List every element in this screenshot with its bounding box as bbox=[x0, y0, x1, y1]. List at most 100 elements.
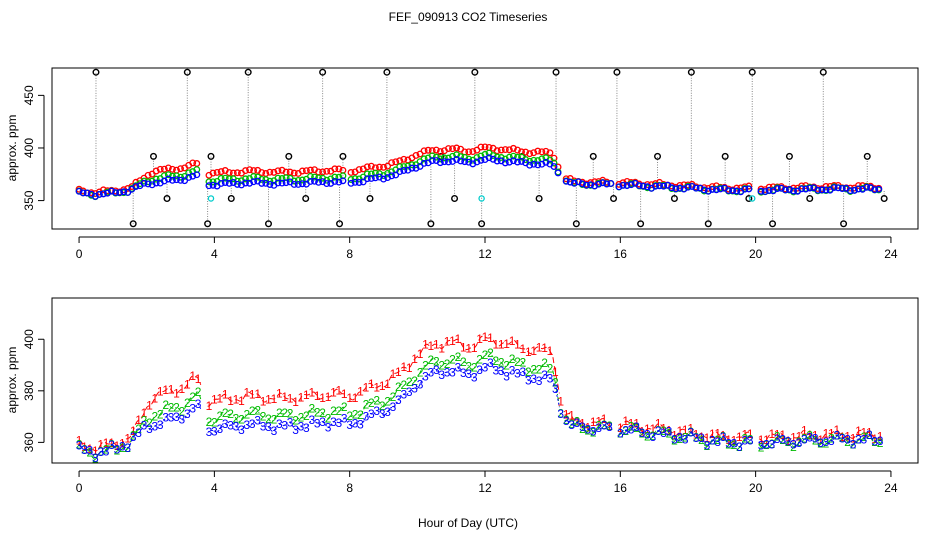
series-1-point: 1 bbox=[406, 361, 413, 375]
series-1-point: 1 bbox=[238, 394, 245, 408]
series-3-point: 3 bbox=[731, 436, 738, 450]
series-1-point: 1 bbox=[514, 337, 521, 351]
series-1-point: 1 bbox=[833, 423, 840, 437]
series-1-point bbox=[213, 168, 221, 176]
series-2-point: 2 bbox=[677, 432, 684, 446]
series-3-point bbox=[591, 182, 599, 190]
series-2-point: 2 bbox=[411, 374, 418, 388]
series-1-point: 1 bbox=[319, 391, 326, 405]
series-1-point: 1 bbox=[595, 415, 602, 429]
series-1-point: 1 bbox=[373, 381, 380, 395]
series-3-point: 3 bbox=[233, 419, 240, 433]
outlier-point bbox=[207, 152, 215, 160]
series-3-point: 3 bbox=[530, 372, 537, 386]
series-3-point bbox=[120, 188, 128, 196]
series-3-point: 3 bbox=[168, 411, 175, 425]
series-2-point bbox=[331, 173, 339, 181]
series-1-point bbox=[164, 164, 172, 172]
outlier-point bbox=[319, 68, 327, 76]
series-1-point: 1 bbox=[704, 431, 711, 445]
series-3-point bbox=[384, 174, 392, 182]
series-3-point bbox=[676, 184, 684, 192]
series-3-point bbox=[99, 190, 107, 198]
series-1-point: 1 bbox=[758, 433, 765, 447]
series-1-point: 1 bbox=[379, 379, 386, 393]
series-2-point: 2 bbox=[422, 358, 429, 372]
y-tick-label: 380 bbox=[22, 380, 36, 400]
x-tick-label: 8 bbox=[346, 247, 353, 261]
series-3-point bbox=[725, 187, 733, 194]
series-3-point: 3 bbox=[785, 434, 792, 448]
series-2-point: 2 bbox=[747, 433, 754, 447]
series-3-point: 3 bbox=[639, 426, 646, 440]
series-1-point bbox=[270, 168, 278, 176]
series-1-point bbox=[189, 159, 197, 167]
series-2-point bbox=[420, 155, 428, 163]
series-1-point bbox=[156, 165, 164, 173]
series-1-point: 1 bbox=[97, 438, 104, 452]
series-3-point bbox=[802, 185, 810, 193]
outlier-point bbox=[785, 152, 793, 160]
series-2-point: 2 bbox=[541, 356, 548, 370]
series-2-point: 2 bbox=[460, 355, 467, 369]
series-3-point: 3 bbox=[76, 438, 83, 452]
series-1-point bbox=[160, 165, 168, 173]
series-1-point bbox=[91, 190, 99, 198]
outlier-point bbox=[721, 152, 729, 160]
series-3-point bbox=[477, 156, 485, 164]
series-2-point bbox=[363, 170, 371, 178]
series-3-point: 3 bbox=[839, 432, 846, 446]
series-1-point: 1 bbox=[244, 386, 251, 400]
series-3-line bbox=[349, 362, 560, 427]
series-1-point bbox=[453, 144, 461, 152]
series-1-point: 1 bbox=[173, 387, 180, 401]
series-2-point bbox=[396, 163, 404, 171]
series-3-point: 3 bbox=[179, 413, 186, 427]
series-3-point bbox=[518, 157, 525, 165]
series-3-point bbox=[473, 158, 481, 166]
series-1-point: 1 bbox=[633, 417, 640, 431]
series-1-point: 1 bbox=[574, 414, 581, 428]
series-2-point: 2 bbox=[76, 438, 83, 452]
series-1-point: 1 bbox=[601, 412, 608, 426]
series-1-point: 1 bbox=[844, 430, 851, 444]
outlier-point bbox=[427, 220, 435, 228]
series-2-point bbox=[221, 174, 229, 182]
series-1-point: 1 bbox=[725, 433, 732, 447]
series-3-point bbox=[542, 158, 550, 166]
series-2-point: 2 bbox=[162, 398, 169, 412]
series-1-point: 1 bbox=[649, 422, 656, 436]
series-3-point: 3 bbox=[103, 444, 110, 458]
series-1-point bbox=[290, 169, 298, 177]
series-1-point bbox=[826, 182, 834, 190]
series-3-point bbox=[627, 181, 635, 189]
series-3-point: 3 bbox=[492, 364, 499, 378]
series-1-point bbox=[676, 181, 684, 189]
series-1-point: 1 bbox=[785, 434, 792, 448]
series-2-point: 2 bbox=[433, 355, 440, 369]
series-3-point: 3 bbox=[444, 366, 451, 380]
series-3-point bbox=[278, 179, 286, 187]
series-1-point: 1 bbox=[660, 422, 667, 436]
series-3-point bbox=[152, 179, 160, 187]
series-3-point: 3 bbox=[828, 434, 835, 448]
series-1-point: 1 bbox=[731, 434, 738, 448]
series-3-point bbox=[246, 179, 254, 187]
series-1-point: 1 bbox=[308, 385, 315, 399]
series-1-point: 1 bbox=[482, 330, 489, 344]
series-1-point: 1 bbox=[774, 428, 781, 442]
series-3-point bbox=[323, 180, 331, 188]
series-3-point: 3 bbox=[525, 373, 532, 387]
series-2-point: 2 bbox=[151, 409, 158, 423]
series-2-point: 2 bbox=[482, 348, 489, 362]
series-3-point bbox=[712, 186, 720, 194]
series-2-point: 2 bbox=[785, 435, 792, 449]
series-2-point: 2 bbox=[157, 407, 164, 421]
series-3-point: 3 bbox=[871, 434, 878, 448]
series-2-point bbox=[477, 152, 485, 160]
series-3-point bbox=[871, 186, 879, 194]
series-3-point: 3 bbox=[346, 418, 353, 432]
series-3-point: 3 bbox=[595, 421, 602, 435]
flag-point bbox=[207, 195, 215, 202]
series-3-point: 3 bbox=[541, 368, 548, 382]
